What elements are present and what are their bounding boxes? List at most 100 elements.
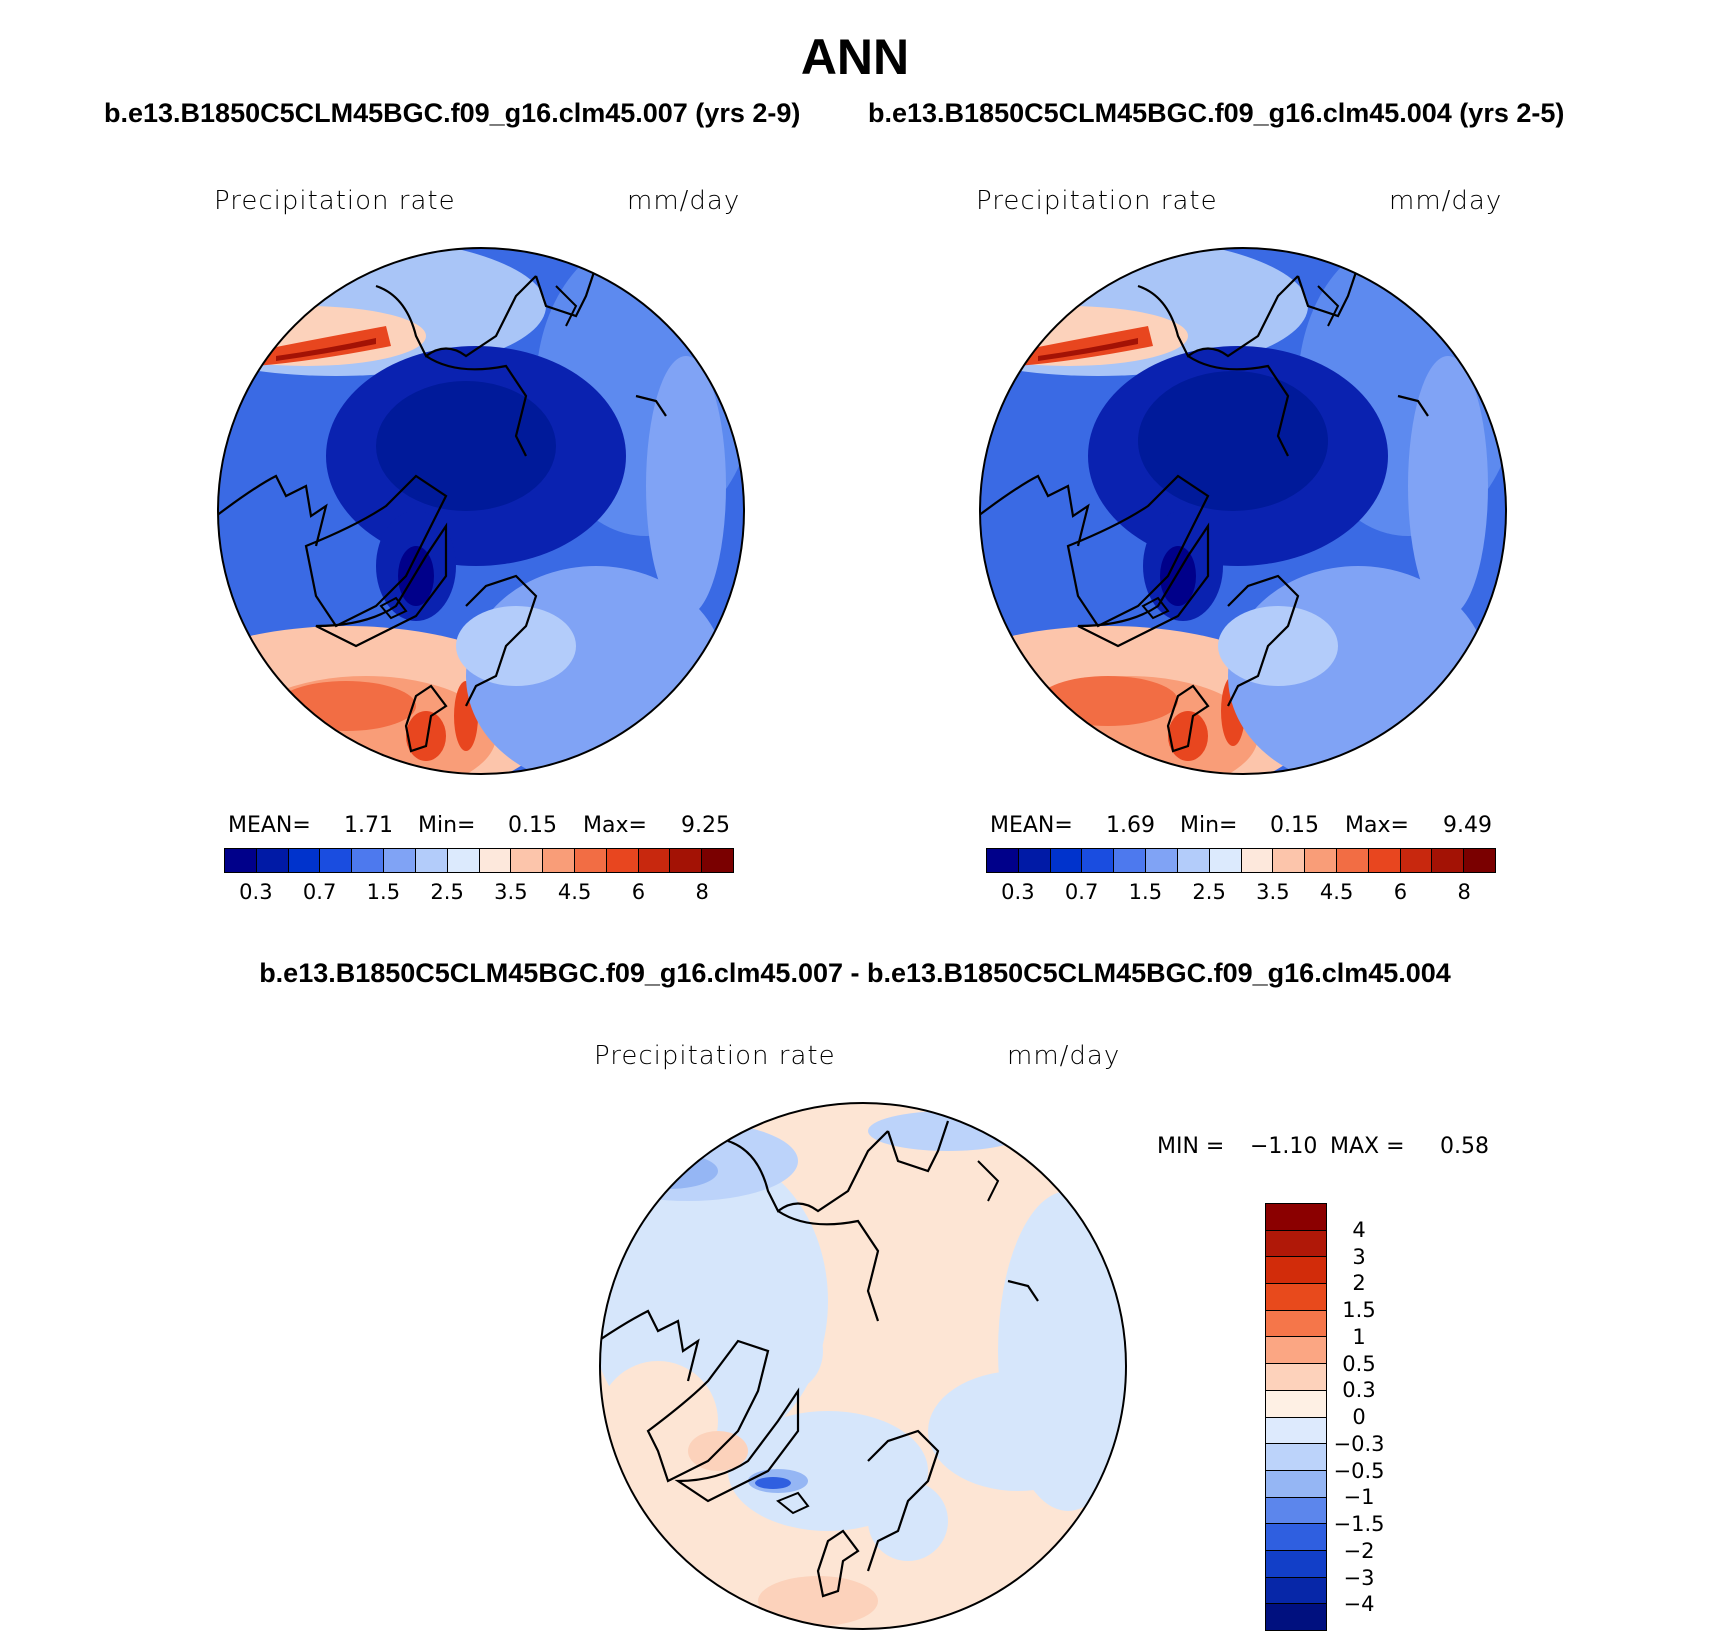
- panel-1-colorbar-tick-label: 2.5: [430, 880, 464, 904]
- difference-min-value: −1.10: [1250, 1134, 1318, 1159]
- panel-2-colorbar-tick-label: 2.5: [1192, 880, 1226, 904]
- panel-1-colorbar-swatch: [225, 849, 257, 872]
- panel-2-colorbar-swatch: [1082, 849, 1115, 872]
- difference-colorbar-swatch: [1266, 1417, 1326, 1445]
- panel-2-variable-label: Precipitation rate: [976, 186, 1218, 216]
- panel-1-max-label: Max=: [583, 813, 647, 838]
- difference-colorbar-swatch: [1266, 1364, 1326, 1391]
- difference-colorbar-swatch: [1266, 1550, 1326, 1578]
- panel-2-colorbar-swatch: [1146, 849, 1178, 872]
- difference-colorbar-swatch: [1266, 1577, 1326, 1605]
- difference-colorbar: [1265, 1203, 1327, 1631]
- difference-colorbar-tick-label: 0.3: [1342, 1378, 1376, 1403]
- panel-1-colorbar-tick-label: 0.7: [302, 880, 337, 904]
- panel-2-colorbar-tick-label: 3.5: [1256, 880, 1290, 904]
- panel-2-colorbar: [986, 848, 1496, 873]
- difference-colorbar-swatch: [1266, 1230, 1326, 1258]
- difference-colorbar-tick-label: 2: [1352, 1271, 1366, 1296]
- panel-1-colorbar-swatch: [415, 849, 448, 872]
- panel-2-colorbar-tick-label: 1.5: [1128, 880, 1163, 904]
- panel-1-colorbar-swatch: [447, 849, 480, 872]
- difference-colorbar-tick-label: −3: [1343, 1565, 1375, 1590]
- difference-colorbar-swatch: [1266, 1310, 1326, 1338]
- panel-1-units-label: mm/day: [627, 186, 741, 216]
- panel-1-colorbar-swatch: [638, 849, 671, 872]
- difference-colorbar-tick-label: 3: [1352, 1244, 1366, 1269]
- panel-2-colorbar-swatch: [1241, 849, 1274, 872]
- difference-colorbar-swatch: [1266, 1470, 1326, 1498]
- difference-colorbar-tick-label: −4: [1343, 1592, 1375, 1617]
- panel-2-colorbar-swatch: [1177, 849, 1210, 872]
- panel-2-colorbar-swatch: [1050, 849, 1083, 872]
- panel-1-max-value: 9.25: [681, 813, 730, 838]
- difference-polar-map: [599, 1102, 1127, 1630]
- panel-1-min-value: 0.15: [508, 813, 557, 838]
- panel-1-colorbar-swatch: [256, 849, 289, 872]
- difference-colorbar-tick-label: −1: [1343, 1485, 1375, 1510]
- difference-variable-label: Precipitation rate: [594, 1041, 836, 1071]
- panel-2-colorbar-swatch: [1209, 849, 1242, 872]
- panel-2-max-label: Max=: [1345, 813, 1409, 838]
- difference-colorbar-swatch: [1266, 1337, 1326, 1365]
- panel-2-colorbar-swatch: [987, 849, 1019, 872]
- difference-max-value: 0.58: [1440, 1134, 1489, 1159]
- difference-colorbar-swatch: [1266, 1257, 1326, 1285]
- panel-2-colorbar-swatch: [1336, 849, 1369, 872]
- difference-colorbar-swatch: [1266, 1524, 1326, 1551]
- panel-2-colorbar-tick-label: 0.3: [1001, 880, 1035, 904]
- panel-2-colorbar-swatch: [1114, 849, 1147, 872]
- panel-2-min-label: Min=: [1180, 813, 1238, 838]
- difference-max-label: MAX =: [1330, 1134, 1405, 1159]
- figure-title: ANN: [800, 29, 910, 85]
- panel-2-colorbar-swatch: [1368, 849, 1401, 872]
- panel-1-colorbar-tick-label: 6: [631, 880, 646, 904]
- panel-1-colorbar: [224, 848, 734, 873]
- panel-1-colorbar-swatch: [606, 849, 639, 872]
- panel-2-colorbar-tick-label: 4.5: [1319, 880, 1354, 904]
- difference-min-label: MIN =: [1157, 1134, 1225, 1159]
- panel-1-colorbar-swatch: [384, 849, 416, 872]
- panel-1-mean-label: MEAN=: [228, 813, 311, 838]
- panel-2-min-value: 0.15: [1270, 813, 1319, 838]
- panel-2-colorbar-tick-label: 0.7: [1064, 880, 1099, 904]
- panel-2-units-label: mm/day: [1389, 186, 1503, 216]
- panel-1-colorbar-tick-label: 3.5: [494, 880, 528, 904]
- panel-1-min-label: Min=: [418, 813, 476, 838]
- panel-2-polar-map: [979, 247, 1507, 775]
- panel-2-colorbar-swatch: [1400, 849, 1433, 872]
- panel-1-colorbar-swatch: [352, 849, 385, 872]
- difference-colorbar-swatch: [1266, 1390, 1326, 1418]
- difference-colorbar-swatch: [1266, 1284, 1326, 1311]
- panel-2-colorbar-swatch: [1273, 849, 1306, 872]
- panel-2-mean-label: MEAN=: [990, 813, 1073, 838]
- panel-1-colorbar-swatch: [288, 849, 321, 872]
- panel-2-mean-value: 1.69: [1106, 813, 1155, 838]
- panel-2-colorbar-swatch: [1018, 849, 1051, 872]
- panel-1-colorbar-tick-label: 4.5: [557, 880, 592, 904]
- difference-colorbar-tick-label: 4: [1352, 1217, 1366, 1242]
- panel-1-polar-map: [217, 247, 745, 775]
- difference-title: b.e13.B1850C5CLM45BGC.f09_g16.clm45.007 …: [259, 958, 1451, 988]
- panel-1-colorbar-tick-label: 8: [695, 880, 709, 904]
- panel-1-colorbar-tick-label: 1.5: [366, 880, 401, 904]
- difference-colorbar-tick-label: 0.5: [1342, 1351, 1376, 1376]
- difference-colorbar-tick-label: 1.5: [1342, 1298, 1376, 1322]
- difference-units-label: mm/day: [1007, 1041, 1121, 1071]
- panel-2-colorbar-swatch: [1305, 849, 1337, 872]
- panel-2-colorbar-swatch: [1432, 849, 1465, 872]
- panel-1-colorbar-swatch: [479, 849, 512, 872]
- panel-2-colorbar-swatch: [1464, 849, 1495, 872]
- panel-1-case-title: b.e13.B1850C5CLM45BGC.f09_g16.clm45.007 …: [104, 98, 801, 128]
- difference-colorbar-tick-label: −1.5: [1333, 1512, 1385, 1536]
- panel-1-colorbar-swatch: [670, 849, 703, 872]
- panel-2-max-value: 9.49: [1443, 813, 1492, 838]
- panel-1-mean-value: 1.71: [344, 813, 393, 838]
- panel-1-colorbar-swatch: [574, 849, 607, 872]
- panel-2-colorbar-tick-label: 6: [1393, 880, 1408, 904]
- panel-2-case-title: b.e13.B1850C5CLM45BGC.f09_g16.clm45.004 …: [868, 98, 1565, 128]
- difference-colorbar-swatch: [1266, 1497, 1326, 1525]
- panel-1-colorbar-swatch: [543, 849, 575, 872]
- panel-1-colorbar-swatch: [702, 849, 733, 872]
- difference-colorbar-tick-label: −0.3: [1333, 1431, 1385, 1456]
- difference-colorbar-swatch: [1266, 1444, 1326, 1471]
